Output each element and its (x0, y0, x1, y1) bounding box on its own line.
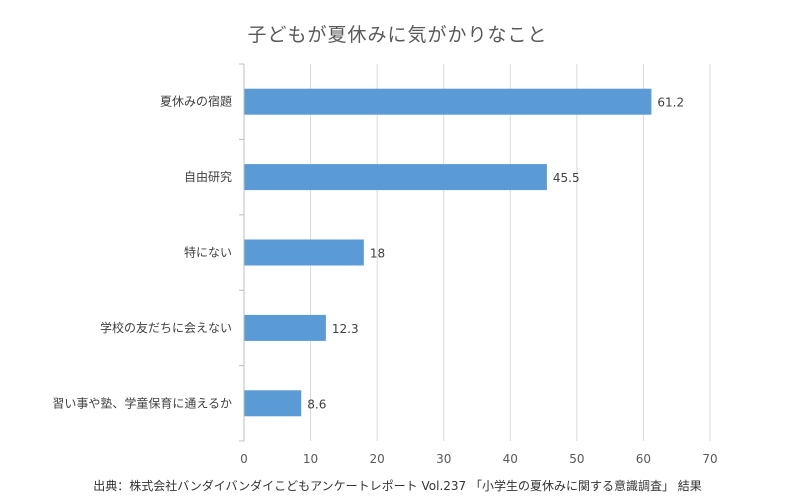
data-label: 61.2 (657, 96, 684, 110)
category-label: 学校の友だちに会えない (100, 320, 232, 335)
data-label: 12.3 (332, 322, 359, 336)
x-tick-label: 70 (702, 452, 717, 466)
data-label: 18 (370, 247, 385, 261)
x-tick-label: 20 (370, 452, 385, 466)
category-label: 夏休みの宿題 (160, 94, 232, 109)
bar (244, 314, 326, 341)
source-note: 出典：株式会社バンダイバンダイこどもアンケートレポート Vol.237 「小学生… (93, 479, 702, 493)
x-tick-label: 40 (503, 452, 518, 466)
bar (244, 164, 547, 191)
data-label: 45.5 (553, 171, 580, 185)
bar (244, 88, 652, 115)
x-tick-label: 60 (636, 452, 651, 466)
bar (244, 239, 364, 266)
data-label: 8.6 (307, 397, 326, 411)
value-axis: 0 10 20 30 40 50 60 70 (240, 452, 717, 466)
data-labels: 61.2 45.5 18 12.3 8.6 (307, 96, 684, 412)
x-tick-label: 0 (240, 452, 248, 466)
x-tick-label: 50 (569, 452, 584, 466)
category-label: 習い事や塾、学童保育に通えるか (52, 395, 232, 410)
x-tick-label: 30 (436, 452, 451, 466)
chart-title: 子どもが夏休みに気がかりなこと (247, 24, 548, 46)
category-axis (239, 63, 245, 442)
category-label: 自由研究 (184, 169, 232, 184)
bar (244, 390, 302, 417)
category-label: 特にない (184, 245, 232, 260)
x-tick-label: 10 (303, 452, 318, 466)
bars (244, 88, 652, 417)
